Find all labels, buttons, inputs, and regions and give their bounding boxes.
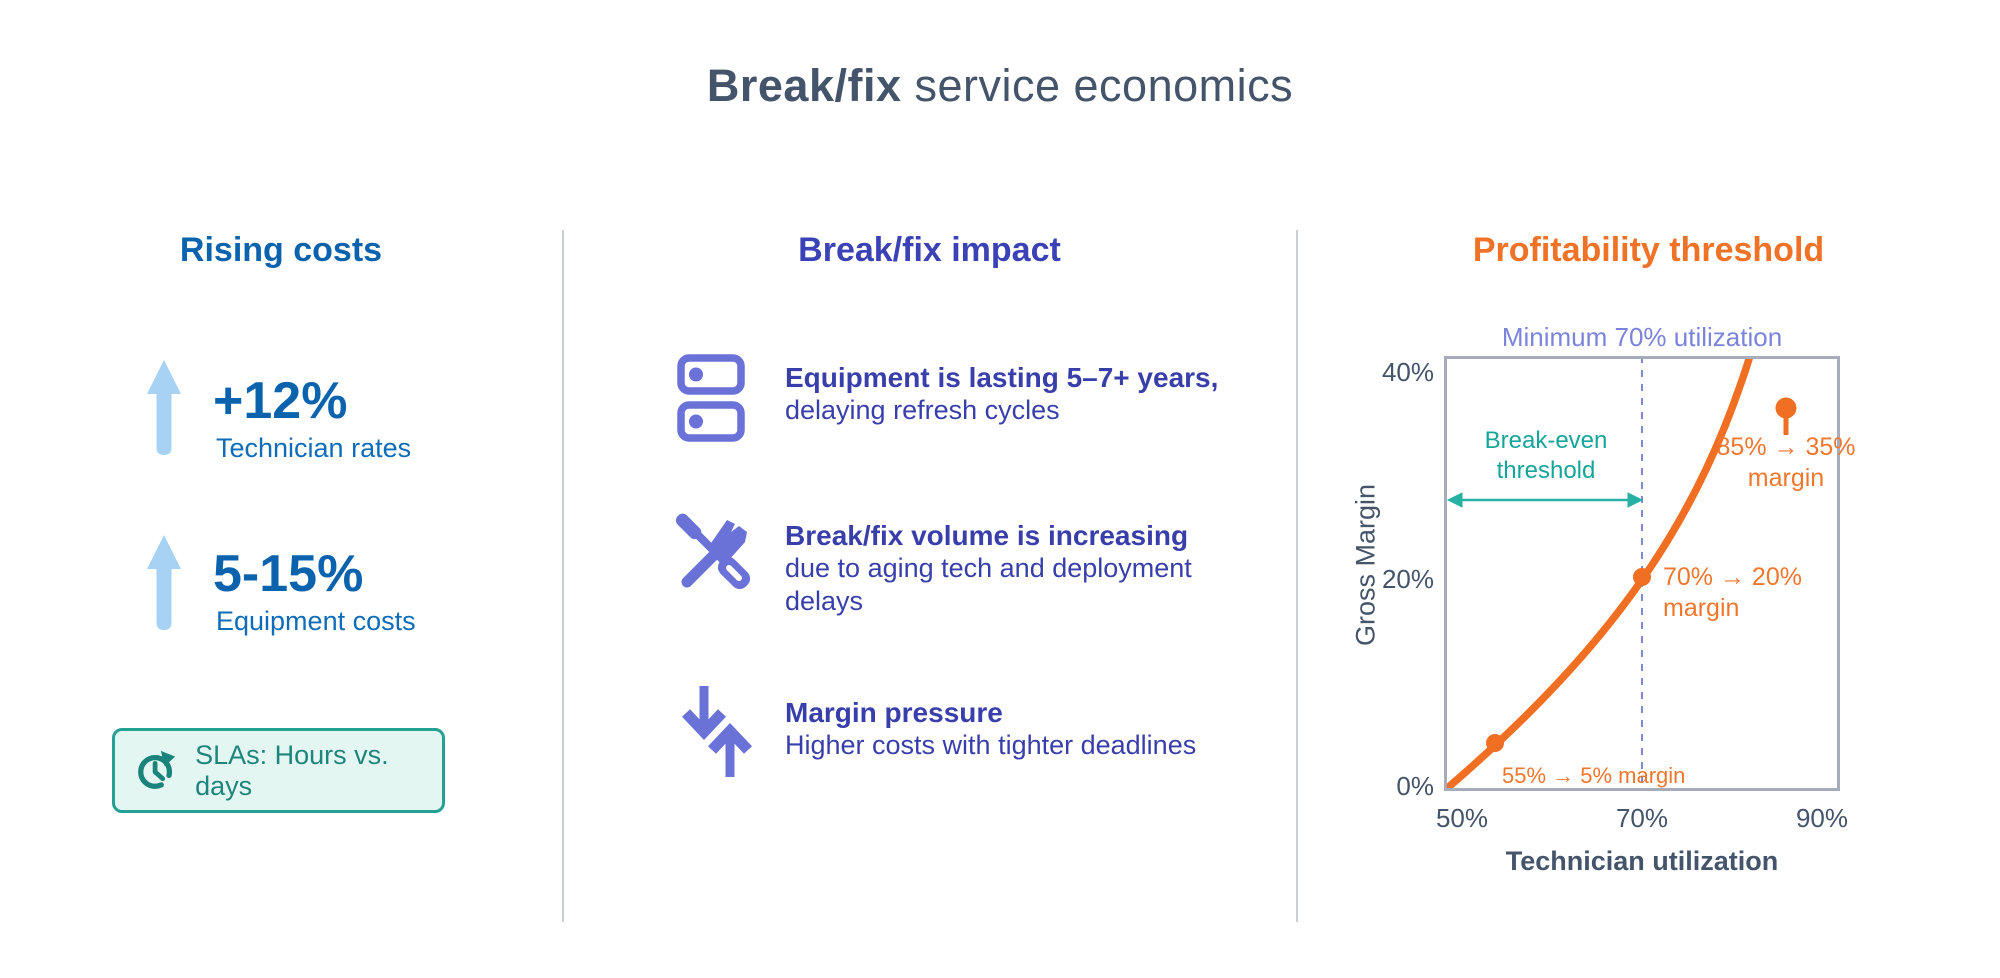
xtick-70: 70% [1615,803,1669,833]
page-title-rest: service economics [901,60,1294,111]
impact-item-margin: Margin pressure Higher costs with tighte… [785,696,1255,762]
sla-label: SLAs: Hours vs. days [195,739,389,801]
impact-item-rest: due to aging tech and deployment delays [785,553,1192,616]
label-55-margin: 55% → 5% margin [1502,763,1686,788]
page-title: Break/fix service economics [0,60,2000,112]
column-divider-right [1296,230,1298,922]
heading-rising-costs: Rising costs [179,231,383,269]
y-axis-title: Gross Margin [1350,483,1381,647]
label-85-margin: 85% → 35% margin [1686,432,1886,494]
label-70-line2: margin [1663,594,1740,622]
heading-breakfix-impact: Break/fix impact [798,231,1061,269]
impact-item-equipment: Equipment is lasting 5–7+ years, delayin… [785,361,1255,427]
impact-item-bold: Margin pressure [785,697,1003,728]
chart-subtitle: Minimum 70% utilization [1501,322,1783,352]
stat-label-equipment: Equipment costs [216,606,416,636]
stat-value-technician: +12% [213,372,348,430]
ytick-20: 20% [1381,564,1434,594]
page-title-bold: Break/fix [706,60,902,111]
break-even-label: Break-even threshold [1446,426,1646,486]
ytick-40: 40% [1381,357,1434,387]
point-55-dot [1486,734,1504,752]
margin-utilization-chart [1444,356,1797,791]
compress-arrows-icon [682,686,752,777]
xtick-90: 90% [1795,803,1849,833]
impact-item-volume: Break/fix volume is increasing due to ag… [785,519,1255,618]
label-70-margin: 70% → 20% margin [1663,562,1802,624]
xtick-50: 50% [1435,803,1489,833]
impact-item-bold: Break/fix volume is increasing [785,520,1189,551]
crossed-tools-icon [675,513,751,590]
stat-value-equipment: 5-15% [213,545,364,603]
sla-badge: SLAs: Hours vs. days [112,728,445,813]
break-even-line2: threshold [1496,457,1596,484]
ytick-0: 0% [1396,771,1434,801]
impact-item-rest: Higher costs with tighter deadlines [785,730,1197,760]
heading-profitability-threshold: Profitability threshold [1472,231,1825,269]
impact-item-bold: Equipment is lasting 5–7+ years, [785,362,1219,393]
label-85-line1: 85% → 35% [1716,433,1856,461]
label-70-line1: 70% → 20% [1663,563,1802,591]
server-icon [677,354,745,442]
point-85-pin [1775,397,1797,435]
break-even-arrow [1446,492,1644,508]
label-85-line2: margin [1747,464,1825,492]
up-arrow-icon [147,360,181,455]
break-even-line1: Break-even [1484,427,1608,454]
stat-label-technician: Technician rates [216,433,412,463]
column-divider-left [562,230,564,922]
point-70-dot [1633,568,1651,586]
plot-frame [1444,356,1840,791]
x-axis-title: Technician utilization [1505,846,1779,876]
clock-refresh-icon [138,750,176,789]
impact-item-rest: delaying refresh cycles [785,395,1060,425]
up-arrow-icon [147,535,181,630]
